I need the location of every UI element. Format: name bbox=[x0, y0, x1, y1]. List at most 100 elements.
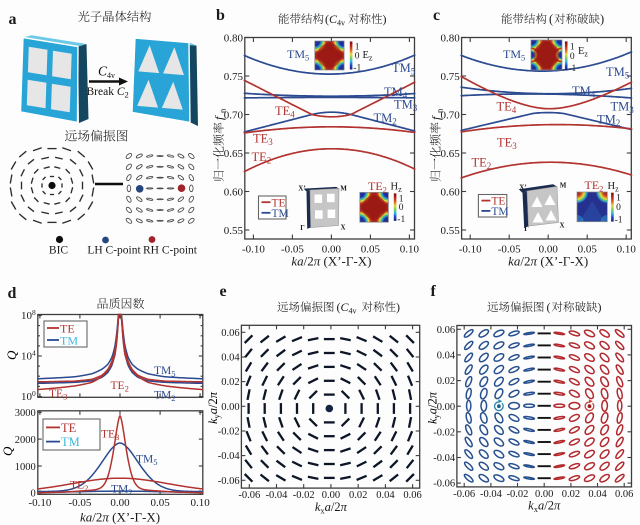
svg-text:f: f bbox=[431, 283, 437, 300]
svg-text:f: f bbox=[212, 115, 226, 120]
svg-text:ka/2π (X’-Γ-X): ka/2π (X’-Γ-X) bbox=[508, 254, 588, 269]
svg-text:TM2: TM2 bbox=[597, 113, 620, 129]
svg-text:0.05: 0.05 bbox=[361, 244, 381, 256]
svg-text:0: 0 bbox=[616, 203, 621, 213]
svg-text:BIC: BIC bbox=[49, 245, 69, 257]
svg-text:Break C2: Break C2 bbox=[87, 86, 129, 100]
svg-text:): ) bbox=[598, 300, 602, 314]
svg-text:-0.02: -0.02 bbox=[507, 489, 529, 500]
svg-text:1: 1 bbox=[616, 194, 621, 204]
svg-text:1: 1 bbox=[570, 42, 575, 52]
svg-text:Hz: Hz bbox=[608, 181, 620, 194]
svg-text:-0.04: -0.04 bbox=[433, 453, 456, 464]
svg-text:TE3: TE3 bbox=[253, 132, 273, 148]
svg-text:Ez: Ez bbox=[578, 46, 588, 59]
svg-text:0.65: 0.65 bbox=[441, 148, 461, 160]
svg-text:TM5: TM5 bbox=[503, 47, 525, 63]
svg-text:0.02: 0.02 bbox=[221, 377, 239, 388]
svg-text:0.00: 0.00 bbox=[110, 497, 130, 509]
svg-text:TE2: TE2 bbox=[585, 178, 604, 194]
svg-text:-0.04: -0.04 bbox=[266, 490, 289, 501]
svg-text:0.02: 0.02 bbox=[349, 490, 367, 501]
svg-text:Q: Q bbox=[0, 446, 15, 456]
svg-text:-0.05: -0.05 bbox=[498, 244, 521, 256]
svg-text:0.06: 0.06 bbox=[615, 489, 633, 500]
svg-text:TM2: TM2 bbox=[154, 390, 176, 404]
svg-text:0.70: 0.70 bbox=[224, 109, 244, 121]
svg-text:TE: TE bbox=[61, 421, 77, 435]
svg-text:-1: -1 bbox=[397, 215, 405, 225]
svg-text:0.00: 0.00 bbox=[539, 244, 559, 256]
svg-text:1000: 1000 bbox=[15, 462, 36, 473]
svg-text:0.60: 0.60 bbox=[441, 186, 461, 198]
svg-text:TM5: TM5 bbox=[154, 365, 176, 379]
svg-text:0.05: 0.05 bbox=[578, 244, 598, 256]
svg-text:TM2: TM2 bbox=[111, 484, 133, 498]
svg-text:C4v: C4v bbox=[98, 64, 115, 81]
svg-text:TE: TE bbox=[491, 196, 505, 208]
svg-text:0.80: 0.80 bbox=[441, 32, 461, 44]
svg-text:e: e bbox=[220, 283, 227, 300]
svg-text:0.70: 0.70 bbox=[441, 109, 461, 121]
svg-text:kxa/2π: kxa/2π bbox=[315, 500, 348, 516]
svg-text:-0.10: -0.10 bbox=[28, 497, 51, 509]
svg-text:0.80: 0.80 bbox=[224, 32, 244, 44]
svg-text:b: b bbox=[216, 7, 225, 24]
svg-text:-0.04: -0.04 bbox=[480, 489, 503, 500]
svg-text:-0.10: -0.10 bbox=[242, 244, 265, 256]
svg-text:TE: TE bbox=[60, 321, 75, 335]
svg-text:0.75: 0.75 bbox=[224, 71, 244, 83]
svg-text:X: X bbox=[559, 222, 564, 230]
svg-text:TM3: TM3 bbox=[394, 98, 418, 114]
svg-text:TM5: TM5 bbox=[606, 65, 630, 81]
svg-text:TE2: TE2 bbox=[252, 150, 272, 166]
svg-text:TM5: TM5 bbox=[136, 454, 158, 468]
svg-text:-0.06: -0.06 bbox=[218, 476, 240, 487]
svg-text:TM4: TM4 bbox=[572, 84, 596, 100]
svg-text:0.06: 0.06 bbox=[437, 325, 455, 336]
svg-text:0.10: 0.10 bbox=[400, 244, 420, 256]
svg-text:Γ: Γ bbox=[300, 224, 305, 232]
svg-text:3000: 3000 bbox=[15, 408, 36, 419]
svg-text:kxa/2π: kxa/2π bbox=[528, 499, 561, 515]
svg-text:TE3: TE3 bbox=[101, 429, 119, 443]
svg-text:kya/2π: kya/2π bbox=[426, 391, 442, 424]
svg-text:RH C-point: RH C-point bbox=[143, 245, 198, 257]
svg-text:0.04: 0.04 bbox=[588, 489, 607, 500]
svg-text:-0.02: -0.02 bbox=[218, 427, 240, 438]
svg-text:0.04: 0.04 bbox=[376, 490, 395, 501]
svg-text:TM: TM bbox=[272, 208, 289, 220]
svg-text:TM5: TM5 bbox=[392, 61, 416, 77]
svg-text:-1: -1 bbox=[568, 64, 576, 74]
svg-text:c: c bbox=[433, 7, 440, 24]
svg-text:0.10: 0.10 bbox=[617, 244, 637, 256]
svg-text:TE4: TE4 bbox=[497, 100, 517, 116]
svg-text:a: a bbox=[9, 11, 17, 28]
svg-text:f: f bbox=[429, 115, 443, 120]
svg-text:Γ: Γ bbox=[524, 225, 529, 233]
svg-text:0: 0 bbox=[355, 52, 360, 62]
svg-text:-1: -1 bbox=[353, 64, 361, 74]
svg-text:-1: -1 bbox=[615, 216, 623, 226]
svg-text:M: M bbox=[560, 182, 567, 190]
svg-text:0.00: 0.00 bbox=[221, 402, 239, 413]
svg-text:-0.05: -0.05 bbox=[281, 244, 304, 256]
svg-text:M: M bbox=[340, 185, 347, 193]
svg-text:0.02: 0.02 bbox=[562, 489, 580, 500]
svg-text:-0.10: -0.10 bbox=[459, 244, 482, 256]
svg-text:ka/2π (X’-Γ-X): ka/2π (X’-Γ-X) bbox=[80, 510, 160, 525]
svg-text:n: n bbox=[434, 108, 444, 113]
svg-text:(: ( bbox=[547, 300, 551, 314]
svg-text:): ) bbox=[396, 300, 400, 314]
svg-text:TM: TM bbox=[491, 206, 508, 218]
svg-text:TE2: TE2 bbox=[111, 380, 129, 394]
svg-text:TE3: TE3 bbox=[49, 388, 67, 402]
svg-text:TE3: TE3 bbox=[497, 136, 517, 152]
svg-text:X: X bbox=[340, 224, 345, 232]
svg-text:0.00: 0.00 bbox=[535, 489, 553, 500]
svg-text:0.00: 0.00 bbox=[437, 402, 455, 413]
svg-text:ka/2π (X’-Γ-X): ka/2π (X’-Γ-X) bbox=[291, 254, 371, 269]
svg-text:0.04: 0.04 bbox=[221, 353, 240, 364]
svg-text:X’: X’ bbox=[298, 185, 305, 193]
svg-text:Ez: Ez bbox=[363, 50, 373, 63]
